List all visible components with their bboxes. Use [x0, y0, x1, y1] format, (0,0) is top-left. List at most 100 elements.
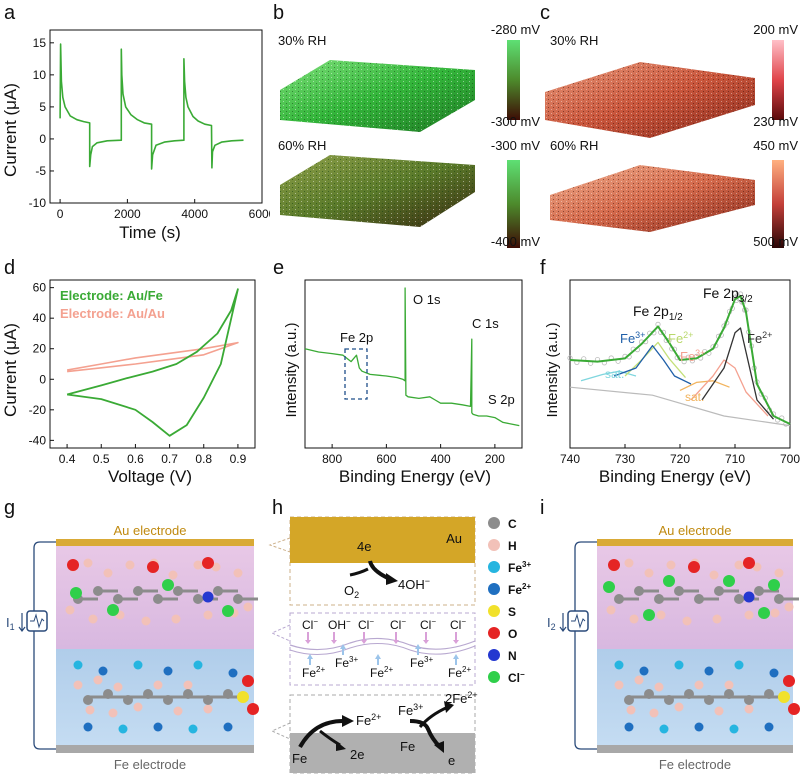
atom-c — [764, 689, 774, 699]
i-molecules — [603, 557, 800, 734]
panel-label-d: d — [4, 257, 16, 279]
e-annot-c1s: C 1s — [472, 316, 499, 331]
atom-fe — [223, 722, 233, 732]
atom-h — [770, 608, 780, 618]
atom-c — [774, 594, 784, 604]
atom-fe — [133, 660, 143, 670]
a-ytick-label: 0 — [39, 132, 46, 146]
d-ytick-label: 20 — [33, 342, 47, 356]
atom-cl — [107, 604, 119, 616]
atom-o — [743, 557, 755, 569]
atom-fe — [624, 722, 634, 732]
g-current-label: I1 — [6, 615, 15, 632]
atom-h — [193, 560, 203, 570]
f-xtick-label: 720 — [670, 452, 690, 466]
atom-n — [202, 591, 214, 603]
atom-h — [724, 680, 734, 690]
h-e-product: e — [448, 753, 455, 768]
atom-c — [93, 586, 103, 596]
atom-c — [714, 586, 724, 596]
atom-o — [67, 559, 79, 571]
atom-c — [684, 689, 694, 699]
h-bot-arrow2 — [409, 719, 442, 749]
legend-label: C — [508, 517, 517, 531]
atom-c — [113, 594, 123, 604]
h-cation-arrowhead — [375, 654, 381, 659]
f-series-6 — [679, 380, 730, 391]
f-annot-fe2plus-left: Fe2+ — [668, 330, 693, 346]
panel-f-chart: 740 730 720 710 700 Fe 2p1/2 Fe 2p3/2 Fe3+ F… — [544, 279, 800, 486]
a-ytick-label: 15 — [33, 36, 47, 50]
atom-h — [168, 570, 178, 580]
atom-c — [223, 689, 233, 699]
panel-e-ylabel: Intensity (a.u.) — [283, 322, 300, 417]
legend-label: O — [508, 627, 517, 641]
atom-fe — [614, 660, 624, 670]
atom-h — [65, 605, 75, 615]
c-scale-bottom-1: 230 mV — [753, 114, 798, 129]
atom-h — [233, 568, 243, 578]
atom-o — [788, 703, 800, 715]
atom-h — [141, 616, 151, 626]
atom-fe — [764, 722, 774, 732]
atom-c — [123, 695, 133, 705]
atom-s — [778, 691, 790, 703]
panel-e-axes: 800 600 400 200 — [304, 279, 523, 466]
atom-c — [133, 586, 143, 596]
panel-f-xlabel: Binding Energy (eV) — [599, 467, 751, 486]
legend-swatch-n — [488, 649, 500, 661]
panel-d-chart: 0.4 0.5 0.6 0.7 0.8 0.9 -40 -20 0 20 40 60 Electrod… — [1, 279, 256, 486]
b-scale-bottom-1: -300 mV — [491, 114, 540, 129]
f-series-3 — [613, 344, 692, 385]
atom-cl — [70, 587, 82, 599]
legend-label: N — [508, 649, 517, 663]
panel-label-b: b — [273, 2, 285, 24]
panel-label-f: f — [540, 257, 546, 279]
h-au-label: Au — [446, 531, 462, 546]
h-anion-arrowhead — [453, 640, 459, 644]
c-scale-bottom-2: 500 mV — [753, 234, 798, 249]
atom-c — [193, 594, 203, 604]
atom-fe — [98, 666, 108, 676]
h-fe-reactant: Fe — [292, 751, 307, 766]
atom-h — [133, 702, 143, 712]
panel-e-xlabel: Binding Energy (eV) — [339, 467, 491, 486]
legend-swatch-c — [488, 517, 500, 529]
atom-h — [634, 675, 644, 685]
i-au-electrode — [597, 539, 793, 546]
panel-label-e: e — [273, 257, 285, 279]
f-xtick-label: 700 — [780, 452, 800, 466]
g-fe-electrode — [56, 745, 254, 753]
panel-a-chart: 0 2000 4000 6000 -10 -5 0 5 10 15 Time (s) Curren… — [1, 29, 270, 242]
b-60rh-label: 60% RH — [278, 138, 326, 153]
h-cation-arrowhead — [415, 644, 421, 649]
h-anion-label: OH− — [328, 617, 351, 632]
i-fe-electrode — [597, 745, 793, 753]
atom-h — [654, 682, 664, 692]
d-ytick-label: -40 — [29, 433, 47, 447]
atom-h — [774, 568, 784, 578]
d-ytick-label: 60 — [33, 281, 47, 295]
legend-label: H — [508, 539, 517, 553]
atom-h — [714, 706, 724, 716]
a-xtick-label: 4000 — [181, 207, 208, 221]
atom-h — [656, 610, 666, 620]
d-ytick-label: -20 — [29, 403, 47, 417]
d-xtick-label: 0.6 — [127, 452, 144, 466]
f-annot-sat-left: sat. — [605, 367, 624, 381]
panel-a-marks — [59, 43, 244, 170]
legend-swatch-h — [488, 539, 500, 551]
atom-fe — [734, 660, 744, 670]
atom-h — [173, 706, 183, 716]
h-anion-arrowhead — [393, 640, 399, 644]
h-fe-reactant2: Fe — [400, 739, 415, 754]
atom-fe — [639, 666, 649, 676]
atom-h — [712, 614, 722, 624]
e-annot-fe2p: Fe 2p — [340, 330, 373, 345]
h-fe3plus-reactant: Fe3+ — [398, 702, 423, 718]
legend-swatch-fe — [488, 583, 500, 595]
atom-fe — [704, 666, 714, 676]
atom-c — [103, 689, 113, 699]
panel-label-i: i — [540, 497, 545, 519]
e-fe2p-highlight-box — [344, 348, 368, 400]
